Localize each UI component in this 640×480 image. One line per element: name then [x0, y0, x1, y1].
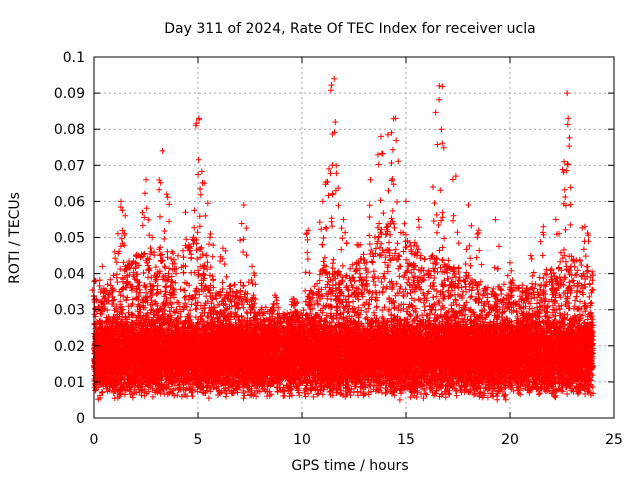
x-tick-label: 20: [501, 432, 519, 448]
y-tick-label: 0.05: [54, 231, 85, 247]
y-tick-label: 0.09: [54, 86, 85, 102]
y-tick-label: 0: [76, 411, 85, 427]
x-tick-label: 25: [605, 432, 623, 448]
x-axis-title: GPS time / hours: [291, 458, 408, 474]
scatter-markers: [89, 75, 597, 403]
x-tick-label: 5: [194, 432, 203, 448]
y-tick-label: 0.03: [54, 303, 85, 319]
axes-ticks: 0 5 10 15 20 25 0 0.01 0.02 0.03 0.04 0.05 0.06 0.07 0…: [54, 50, 623, 448]
chart-title: Day 311 of 2024, Rate Of TEC Index for r…: [164, 21, 535, 37]
x-tick-label: 15: [397, 432, 415, 448]
x-tick-label: 0: [90, 432, 99, 448]
y-tick-label: 0.08: [54, 122, 85, 138]
data-points: [89, 75, 597, 403]
y-tick-label: 0.01: [54, 375, 85, 391]
x-tick-label: 10: [293, 432, 311, 448]
y-tick-label: 0.04: [54, 267, 85, 283]
y-tick-label: 0.06: [54, 194, 85, 210]
y-tick-label: 0.07: [54, 158, 85, 174]
y-tick-label: 0.1: [63, 50, 85, 66]
y-tick-label: 0.02: [54, 339, 85, 355]
y-axis-title: ROTI / TECUs: [7, 192, 23, 284]
